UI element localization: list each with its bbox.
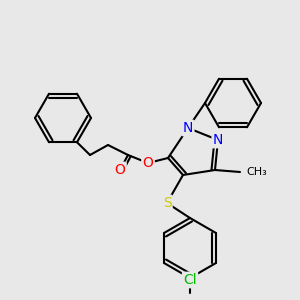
Text: O: O <box>115 163 125 177</box>
Text: N: N <box>183 121 193 135</box>
Text: CH₃: CH₃ <box>246 167 267 177</box>
Text: O: O <box>142 156 153 170</box>
Text: S: S <box>163 196 171 210</box>
Text: N: N <box>213 133 223 147</box>
Text: Cl: Cl <box>183 273 197 287</box>
